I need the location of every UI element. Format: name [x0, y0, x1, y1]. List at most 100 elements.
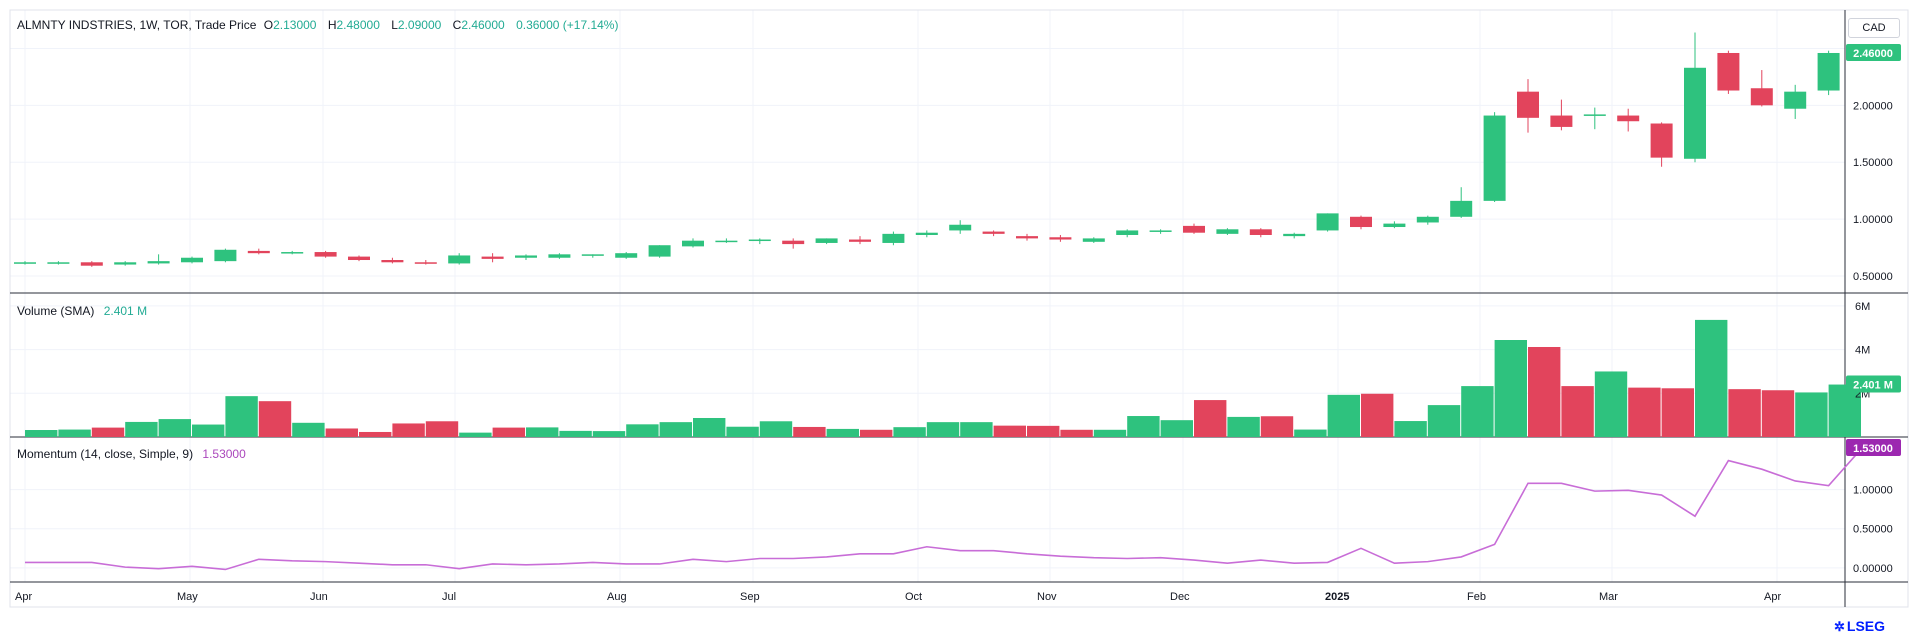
volume-bar	[1628, 387, 1661, 437]
price-candle	[849, 236, 871, 245]
time-tick-label: Aug	[607, 591, 627, 603]
price-candle	[314, 250, 337, 258]
time-tick-label: Dec	[1170, 591, 1190, 603]
volume-bar	[559, 430, 592, 437]
candle-body	[1116, 230, 1139, 235]
symbol-label: ALMNTY INDSTRIES, 1W, TOR, Trade Price	[17, 18, 257, 32]
price-candle	[1416, 215, 1439, 225]
volume-title: Volume (SMA)	[17, 304, 95, 318]
volume-bar	[459, 432, 492, 437]
volume-bar	[1327, 394, 1360, 437]
price-candle	[748, 238, 771, 245]
volume-bar	[192, 424, 225, 437]
candle-body	[1249, 229, 1272, 235]
price-candle	[414, 260, 437, 265]
price-candle	[147, 254, 170, 265]
volume-bar	[793, 426, 826, 437]
volume-bar	[1695, 319, 1728, 437]
price-candle	[982, 230, 1005, 237]
price-candle	[1583, 107, 1606, 130]
candle-body	[815, 238, 838, 243]
momentum-line	[25, 447, 1863, 571]
volume-bar	[1260, 416, 1294, 437]
price-candle	[1650, 122, 1673, 167]
price-tick-label: 1.00000	[1853, 214, 1893, 226]
volume-bar	[726, 426, 759, 437]
price-candle	[114, 261, 137, 266]
candle-body	[314, 252, 337, 257]
volume-bar	[1528, 346, 1561, 437]
candle-body	[1316, 213, 1339, 231]
price-candle	[1016, 233, 1038, 241]
price-candle	[615, 252, 638, 259]
price-candle	[915, 230, 938, 238]
candle-body	[247, 250, 270, 254]
price-candle	[448, 253, 471, 265]
price-candle	[481, 253, 504, 263]
price-candle	[548, 253, 571, 259]
candle-body	[849, 239, 871, 242]
time-tick-label: Nov	[1037, 591, 1057, 603]
price-candle	[1750, 70, 1773, 107]
price-tick-label: 2.00000	[1853, 100, 1893, 112]
price-candle	[1784, 84, 1807, 119]
candle-body	[882, 233, 905, 243]
price-tick-label: 0.50000	[1853, 271, 1893, 283]
time-tick-label: Jul	[442, 591, 456, 603]
volume-bar	[1561, 386, 1594, 437]
price-candle	[1149, 229, 1172, 234]
price-candle	[1817, 50, 1840, 96]
candle-body	[648, 245, 671, 257]
volume-bar	[1795, 392, 1828, 437]
candle-body	[1583, 114, 1606, 116]
volume-tick-label: 4M	[1855, 345, 1870, 357]
volume-bar	[1093, 429, 1127, 437]
volume-bar	[1227, 416, 1260, 437]
volume-bar	[993, 425, 1026, 437]
candle-body	[1216, 229, 1239, 234]
price-candle	[14, 261, 36, 265]
price-candle	[1216, 228, 1239, 235]
candle-body	[1183, 225, 1205, 233]
candle-body	[1817, 52, 1840, 91]
price-candle	[214, 248, 237, 263]
candle-body	[581, 254, 604, 256]
high-value: 2.48000	[336, 18, 380, 32]
candle-body	[80, 262, 103, 266]
volume-bar	[659, 422, 692, 437]
currency-button[interactable]: CAD	[1848, 18, 1900, 38]
price-candle	[381, 257, 404, 264]
volume-bar	[292, 422, 325, 437]
candle-body	[1450, 200, 1473, 217]
momentum-tick-label: 0.50000	[1853, 524, 1893, 536]
time-tick-label: Jun	[310, 591, 328, 603]
volume-bar	[526, 427, 559, 437]
candle-body	[1750, 88, 1773, 106]
price-candle	[1483, 112, 1506, 202]
price-candle	[1316, 213, 1339, 232]
candle-body	[1483, 115, 1506, 201]
price-candle	[581, 254, 604, 258]
price-candle	[949, 220, 972, 234]
open-value: 2.13000	[273, 18, 317, 32]
high-label: H	[327, 18, 337, 32]
volume-legend: Volume (SMA) 2.401 M	[17, 304, 147, 318]
candle-body	[782, 240, 805, 245]
candle-body	[1517, 91, 1539, 118]
time-tick-label: 2025	[1325, 591, 1349, 603]
volume-bar	[960, 422, 993, 437]
price-candle	[348, 255, 370, 262]
candle-body	[1383, 223, 1406, 228]
volume-bar	[1060, 429, 1093, 437]
low-value-group: L2.09000	[391, 18, 445, 32]
candle-body	[481, 256, 504, 259]
last-volume-badge-bg	[1846, 375, 1901, 393]
candle-body	[448, 255, 471, 264]
time-tick-label: Oct	[905, 591, 922, 603]
momentum-title: Momentum (14, close, Simple, 9)	[17, 447, 194, 461]
price-candle	[882, 231, 905, 246]
price-candle	[1517, 79, 1539, 133]
open-value-group: O2.13000	[264, 18, 321, 32]
time-tick-label: Apr	[1764, 591, 1781, 603]
candle-body	[1617, 115, 1640, 122]
